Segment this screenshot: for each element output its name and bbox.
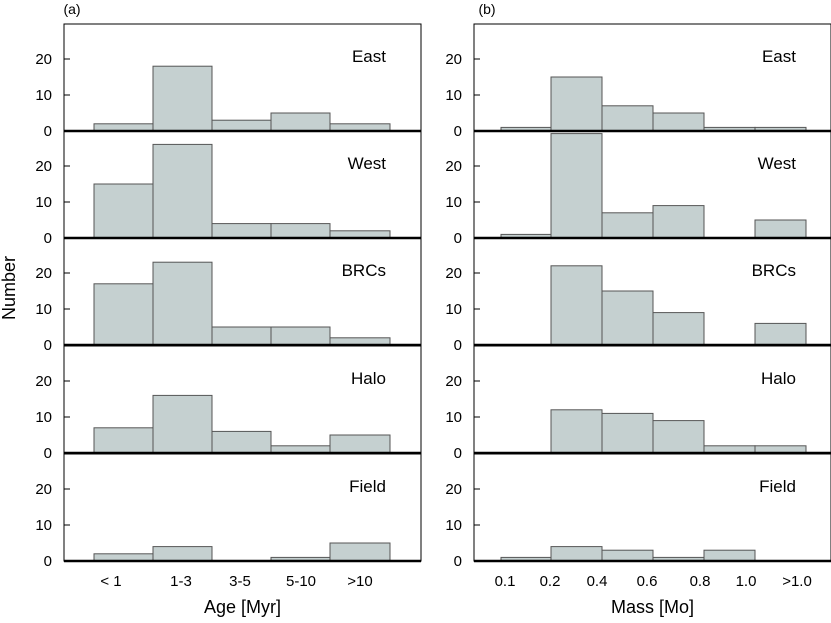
x-axis-label: Age [Myr]: [204, 597, 281, 617]
bar-field-2: [601, 549, 654, 562]
y-tick-label: 0: [44, 553, 52, 570]
region-label-west: West: [348, 154, 387, 173]
x-tick-label: 3-5: [229, 573, 251, 590]
bar-west-3: [652, 205, 705, 239]
y-tick-label: 10: [35, 87, 52, 104]
y-tick-label: 0: [44, 230, 52, 247]
bar-brcs-2: [211, 326, 272, 346]
bar-field-4: [329, 542, 391, 562]
bar-east-3: [270, 112, 331, 132]
y-tick-label: 20: [445, 51, 462, 68]
y-tick-label: 0: [454, 230, 462, 247]
bar-west-1: [152, 143, 213, 239]
y-tick-label: 10: [445, 409, 462, 426]
y-tick-label: 20: [35, 373, 52, 390]
bar-brcs-0: [93, 283, 154, 346]
bar-east-2: [601, 105, 654, 132]
y-tick-label: 10: [35, 409, 52, 426]
bar-field-4: [703, 549, 756, 562]
bar-west-2: [601, 212, 654, 239]
bar-halo-4: [329, 434, 391, 454]
y-axis-label: Number: [0, 256, 19, 320]
y-tick-label: 20: [445, 158, 462, 175]
bar-halo-2: [601, 412, 654, 454]
bar-brcs-1: [550, 265, 603, 346]
bar-halo-2: [211, 430, 272, 454]
bar-west-2: [211, 223, 272, 239]
y-tick-label: 20: [445, 265, 462, 282]
y-tick-label: 20: [445, 481, 462, 498]
y-tick-label: 20: [35, 481, 52, 498]
bar-field-1: [550, 546, 603, 562]
y-tick-label: 10: [35, 301, 52, 318]
y-tick-label: 20: [35, 51, 52, 68]
y-tick-label: 0: [44, 337, 52, 354]
bar-brcs-5: [754, 322, 807, 346]
region-label-east: East: [762, 47, 796, 66]
bar-halo-0: [93, 427, 154, 454]
x-tick-label: >1.0: [782, 573, 812, 590]
y-tick-label: 0: [454, 123, 462, 140]
x-tick-label: 5-10: [286, 573, 316, 590]
y-tick-label: 20: [35, 265, 52, 282]
y-tick-label: 20: [445, 373, 462, 390]
region-label-brcs: BRCs: [752, 261, 796, 280]
x-tick-label: 0.2: [540, 573, 561, 590]
region-label-brcs: BRCs: [342, 261, 386, 280]
y-tick-label: 10: [35, 517, 52, 534]
y-tick-label: 0: [454, 553, 462, 570]
bar-halo-1: [550, 409, 603, 454]
x-tick-label: < 1: [100, 573, 121, 590]
y-tick-label: 10: [445, 517, 462, 534]
x-axis-label: Mass [Mo]: [611, 597, 694, 617]
y-tick-label: 0: [44, 445, 52, 462]
x-tick-label: 0.4: [587, 573, 608, 590]
subplot-frame: [473, 453, 831, 562]
region-label-field: Field: [759, 477, 796, 496]
panel-label-b: (b): [478, 1, 495, 17]
bar-east-1: [152, 65, 213, 132]
bar-west-0: [93, 183, 154, 239]
x-tick-label: 1-3: [170, 573, 192, 590]
bar-east-3: [652, 112, 705, 132]
region-label-halo: Halo: [761, 369, 796, 388]
bar-brcs-3: [652, 312, 705, 346]
region-label-west: West: [758, 154, 797, 173]
y-tick-label: 10: [445, 87, 462, 104]
y-tick-label: 0: [454, 337, 462, 354]
bar-brcs-2: [601, 290, 654, 346]
x-tick-label: >10: [347, 573, 372, 590]
y-tick-label: 10: [445, 194, 462, 211]
bar-west-1: [550, 133, 603, 239]
x-tick-label: 0.1: [495, 573, 516, 590]
bar-west-3: [270, 223, 331, 239]
y-tick-label: 0: [454, 445, 462, 462]
bar-brcs-1: [152, 261, 213, 346]
y-tick-label: 0: [44, 123, 52, 140]
x-tick-label: 0.8: [690, 573, 711, 590]
x-tick-label: 1.0: [736, 573, 757, 590]
y-tick-label: 20: [35, 158, 52, 175]
subplot-frame: [63, 23, 422, 132]
y-tick-label: 10: [445, 301, 462, 318]
bar-east-2: [211, 119, 272, 132]
bar-west-5: [754, 219, 807, 239]
bar-halo-1: [152, 394, 213, 454]
bar-halo-3: [652, 420, 705, 454]
bar-brcs-3: [270, 326, 331, 346]
region-label-east: East: [352, 47, 386, 66]
y-tick-label: 10: [35, 194, 52, 211]
panel-label-a: (a): [63, 1, 80, 17]
bar-east-1: [550, 76, 603, 132]
x-tick-label: 0.6: [637, 573, 658, 590]
region-label-field: Field: [349, 477, 386, 496]
region-label-halo: Halo: [351, 369, 386, 388]
bar-field-1: [152, 546, 213, 562]
